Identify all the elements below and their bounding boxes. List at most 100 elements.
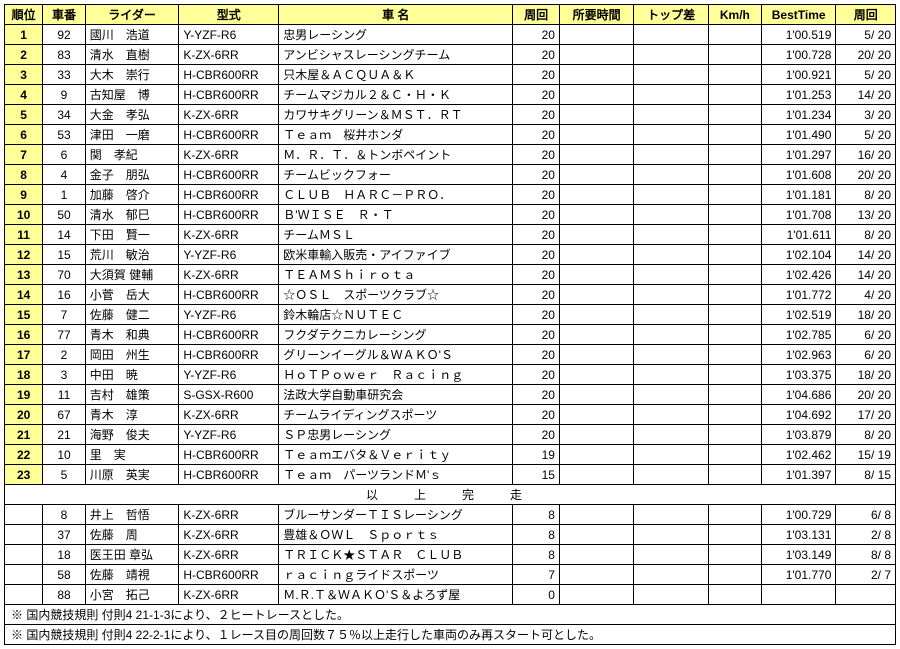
cell-laps: 20 (513, 85, 560, 105)
h-num: 車番 (43, 5, 86, 25)
cell-gap (634, 125, 708, 145)
cell-team: グリーンイーグル＆ＷＡＫＯ'Ｓ (279, 345, 513, 365)
cell-num: 9 (43, 85, 86, 105)
table-row: 18医王田 章弘K-ZX-6RRＴＲＩＣＫ★ＳＴＡＲ ＣＬＵＢ81'03.149… (5, 545, 896, 565)
cell-lap: 6/ 20 (836, 345, 896, 365)
cell-rider: 下田 賢一 (85, 225, 179, 245)
cell-kmh (708, 505, 761, 525)
cell-rank: 13 (5, 265, 43, 285)
h-lap: 周回 (836, 5, 896, 25)
cell-best: 1'02.785 (761, 325, 835, 345)
cell-best: 1'02.426 (761, 265, 835, 285)
cell-team: ＴＥＡＭＳｈｉｒｏｔａ (279, 265, 513, 285)
cell-lap: 16/ 20 (836, 145, 896, 165)
cell-lap: 8/ 20 (836, 225, 896, 245)
cell-kmh (708, 525, 761, 545)
cell-team: アンビシャスレーシングチーム (279, 45, 513, 65)
cell-kmh (708, 265, 761, 285)
cell-model: Y-YZF-R6 (179, 365, 279, 385)
cell-laps: 20 (513, 265, 560, 285)
table-row: 1416小菅 岳大H-CBR600RR☆ＯＳＬ スポーツクラブ☆201'01.7… (5, 285, 896, 305)
cell-model: H-CBR600RR (179, 65, 279, 85)
cell-team: Ｔｅａｍ パーツランドＭ'ｓ (279, 465, 513, 485)
cell-best: 1'01.253 (761, 85, 835, 105)
cell-lap: 20/ 20 (836, 165, 896, 185)
table-row: 1050清水 郁巳H-CBR600RRＢ'ＷＩＳＥ Ｒ・Ｔ201'01.7081… (5, 205, 896, 225)
cell-time (559, 165, 633, 185)
cell-rank (5, 545, 43, 565)
cell-best: 1'02.462 (761, 445, 835, 465)
cell-time (559, 285, 633, 305)
cell-laps: 20 (513, 425, 560, 445)
cell-model: K-ZX-6RR (179, 505, 279, 525)
cell-laps: 20 (513, 185, 560, 205)
cell-best: 1'00.519 (761, 25, 835, 45)
cell-model: K-ZX-6RR (179, 145, 279, 165)
table-row: 192國川 浩道Y-YZF-R6忠男レーシング201'00.5195/ 20 (5, 25, 896, 45)
cell-laps: 8 (513, 545, 560, 565)
cell-kmh (708, 305, 761, 325)
cell-rider: 青木 和典 (85, 325, 179, 345)
cell-team: ＣＬＵＢ ＨＡＲＣ－ＰＲＯ． (279, 185, 513, 205)
cell-num: 18 (43, 545, 86, 565)
cell-rank: 7 (5, 145, 43, 165)
cell-rank: 17 (5, 345, 43, 365)
cell-gap (634, 365, 708, 385)
cell-num: 4 (43, 165, 86, 185)
cell-rank: 22 (5, 445, 43, 465)
cell-time (559, 65, 633, 85)
cell-gap (634, 545, 708, 565)
cell-best: 1'03.879 (761, 425, 835, 445)
cell-gap (634, 585, 708, 605)
cell-rank: 1 (5, 25, 43, 45)
cell-gap (634, 105, 708, 125)
table-row: 1911吉村 雄策S-GSX-R600法政大学自動車研究会201'04.6862… (5, 385, 896, 405)
cell-laps: 20 (513, 365, 560, 385)
cell-rank (5, 505, 43, 525)
cell-lap: 6/ 20 (836, 325, 896, 345)
cell-lap: 17/ 20 (836, 405, 896, 425)
cell-model: H-CBR600RR (179, 165, 279, 185)
cell-laps: 0 (513, 585, 560, 605)
cell-rank: 14 (5, 285, 43, 305)
table-row: 76関 孝紀K-ZX-6RRＭ．Ｒ．Ｔ．＆トンボペイント201'01.29716… (5, 145, 896, 165)
cell-gap (634, 225, 708, 245)
cell-kmh (708, 385, 761, 405)
cell-time (559, 205, 633, 225)
cell-team: フクダテクニカレーシング (279, 325, 513, 345)
cell-model: K-ZX-6RR (179, 105, 279, 125)
cell-lap: 8/ 20 (836, 185, 896, 205)
cell-rider: 津田 一磨 (85, 125, 179, 145)
finish-label: 以 上 完 走 (5, 485, 896, 505)
cell-rider: 大金 孝弘 (85, 105, 179, 125)
cell-rank: 12 (5, 245, 43, 265)
cell-best: 1'01.490 (761, 125, 835, 145)
table-row: 88小宮 拓己K-ZX-6RRＭ.Ｒ.Ｔ＆ＷＡＫＯ'Ｓ＆よろず屋0 (5, 585, 896, 605)
cell-model: H-CBR600RR (179, 345, 279, 365)
cell-lap: 6/ 8 (836, 505, 896, 525)
cell-rank: 15 (5, 305, 43, 325)
cell-lap: 3/ 20 (836, 105, 896, 125)
cell-laps: 20 (513, 405, 560, 425)
cell-model: H-CBR600RR (179, 285, 279, 305)
cell-lap: 13/ 20 (836, 205, 896, 225)
cell-best: 1'01.397 (761, 465, 835, 485)
cell-rank: 8 (5, 165, 43, 185)
table-row: 58佐藤 靖視H-CBR600RRｒａｃｉｎｇライドスポーツ71'01.7702… (5, 565, 896, 585)
cell-kmh (708, 425, 761, 445)
cell-model: Y-YZF-R6 (179, 425, 279, 445)
cell-time (559, 445, 633, 465)
cell-kmh (708, 365, 761, 385)
cell-num: 6 (43, 145, 86, 165)
cell-team: ＳＰ忠男レーシング (279, 425, 513, 445)
cell-gap (634, 285, 708, 305)
cell-rank (5, 585, 43, 605)
h-rank: 順位 (5, 5, 43, 25)
cell-time (559, 125, 633, 145)
cell-rider: 里 実 (85, 445, 179, 465)
cell-team: Ｔｅａｍ 桜井ホンダ (279, 125, 513, 145)
cell-num: 11 (43, 385, 86, 405)
cell-rider: 川原 英実 (85, 465, 179, 485)
cell-num: 15 (43, 245, 86, 265)
cell-kmh (708, 145, 761, 165)
